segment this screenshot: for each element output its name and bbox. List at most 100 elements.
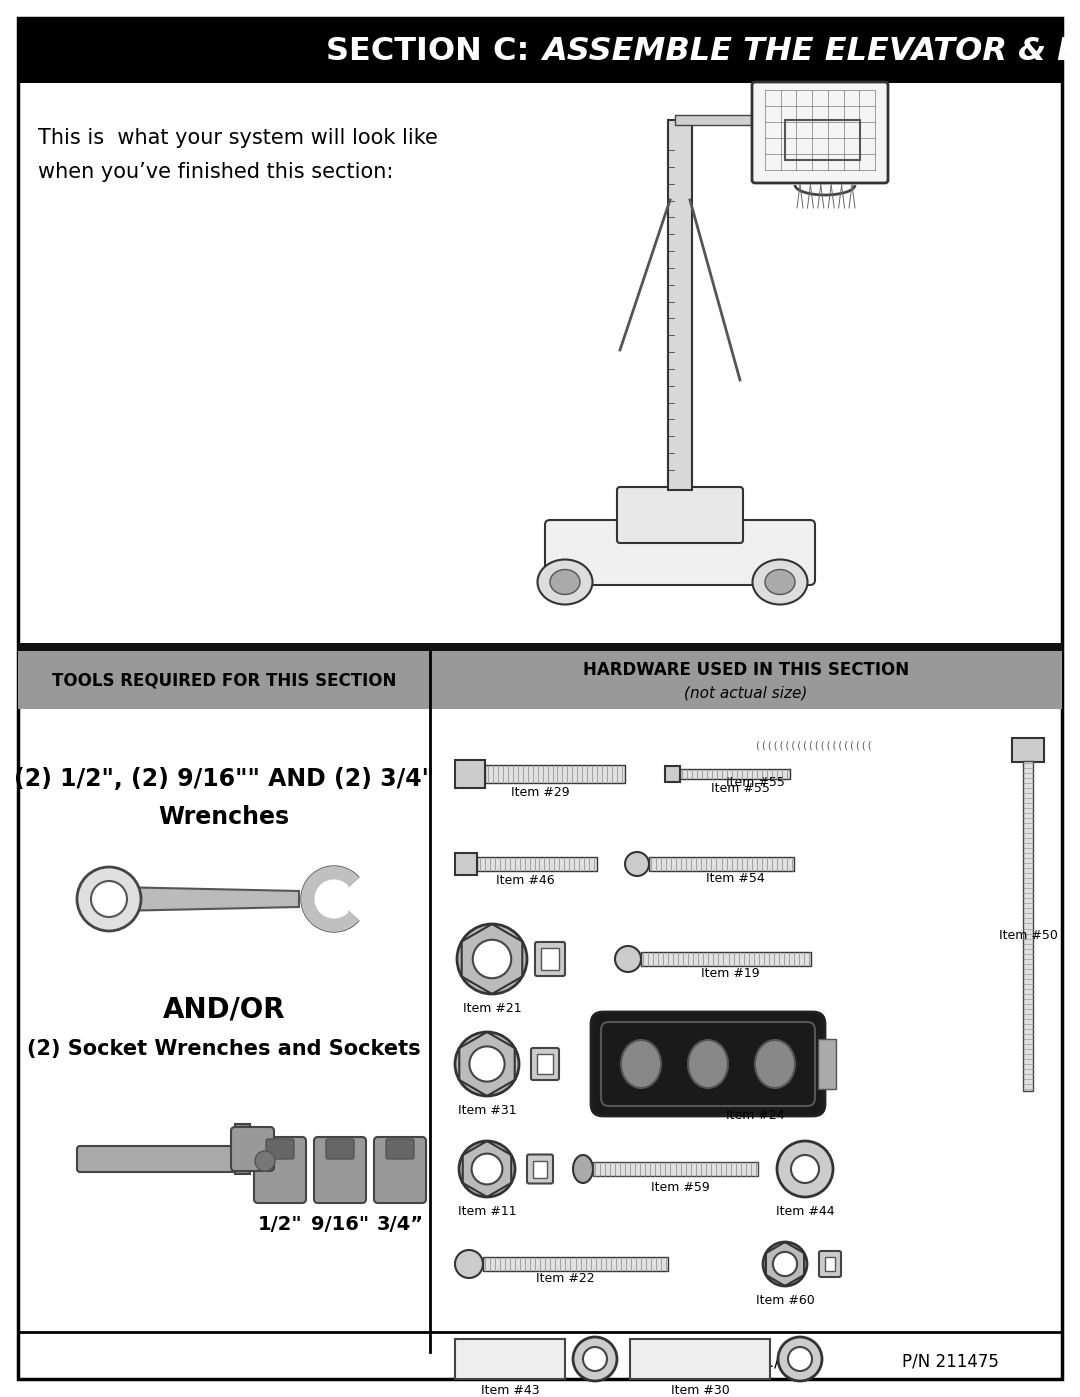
Point (694, 1168, 707, 1185)
Point (667, 260, 680, 277)
Bar (818, 1039, 836, 1090)
Point (667, 210, 680, 226)
Point (522, 757, 535, 774)
Point (758, 145, 771, 162)
Point (579, 1263, 592, 1280)
Point (662, 175, 675, 191)
Point (767, 943, 780, 960)
FancyBboxPatch shape (665, 766, 680, 782)
Point (726, 771, 739, 788)
Point (697, 957, 710, 974)
Point (1026, 810, 1039, 827)
Point (572, 848, 585, 865)
Point (1026, 985, 1039, 1002)
Point (791, 200, 804, 217)
Point (868, 130, 881, 147)
Point (1026, 1031, 1039, 1048)
Text: Item #46: Item #46 (496, 875, 554, 887)
Point (546, 757, 559, 774)
Point (804, 176, 816, 193)
Point (726, 760, 739, 777)
Point (715, 862, 728, 879)
Bar (785, 120, 860, 161)
Text: (2) Socket Wrenches and Sockets: (2) Socket Wrenches and Sockets (27, 1039, 421, 1059)
Point (1016, 880, 1029, 897)
Point (1026, 1006, 1039, 1023)
Point (604, 1168, 617, 1185)
Point (554, 1249, 567, 1266)
Point (599, 1263, 612, 1280)
Point (662, 327, 675, 344)
Point (781, 862, 794, 879)
Point (494, 1263, 507, 1280)
Point (548, 848, 561, 865)
Point (719, 1168, 732, 1185)
Point (734, 1168, 747, 1185)
Point (684, 1168, 697, 1185)
Point (700, 862, 713, 879)
Point (1026, 820, 1039, 837)
Point (1026, 1020, 1039, 1037)
Point (518, 848, 531, 865)
Point (827, 200, 840, 217)
Point (662, 158, 675, 175)
Point (1026, 956, 1039, 972)
Circle shape (77, 868, 141, 930)
Circle shape (583, 1347, 607, 1370)
Line: 2 pts: 2 pts (797, 184, 800, 208)
Point (491, 757, 504, 774)
Point (727, 943, 740, 960)
Point (685, 862, 698, 879)
Point (1016, 1070, 1029, 1087)
Point (549, 1263, 562, 1280)
Point (814, 176, 827, 193)
Point (797, 957, 810, 974)
Circle shape (457, 923, 527, 995)
Point (766, 848, 779, 865)
Point (509, 848, 522, 865)
Point (720, 848, 733, 865)
Point (1016, 764, 1029, 781)
Circle shape (573, 1337, 617, 1382)
Point (732, 943, 745, 960)
Point (654, 1249, 667, 1266)
Point (544, 1263, 557, 1280)
Point (781, 760, 794, 777)
Point (576, 774, 589, 791)
Point (575, 1249, 588, 1266)
Point (561, 757, 573, 774)
Circle shape (773, 1252, 797, 1275)
Point (756, 771, 769, 788)
Point (740, 848, 753, 865)
Point (594, 1154, 607, 1171)
Point (585, 757, 598, 774)
Point (696, 771, 708, 788)
Point (789, 81, 802, 98)
Point (1016, 820, 1029, 837)
Point (758, 130, 771, 147)
FancyBboxPatch shape (455, 854, 477, 875)
Point (740, 1168, 753, 1185)
Point (604, 1249, 617, 1266)
Point (657, 943, 670, 960)
Point (775, 771, 788, 788)
Point (662, 427, 675, 444)
Point (473, 848, 486, 865)
Point (710, 862, 723, 879)
Point (793, 943, 806, 960)
Point (488, 1249, 501, 1266)
Point (675, 760, 688, 777)
Bar (642, 951, 811, 965)
Point (1026, 770, 1039, 787)
Point (704, 1154, 717, 1171)
Point (534, 848, 546, 865)
Point (569, 1263, 582, 1280)
FancyBboxPatch shape (386, 1139, 414, 1160)
Point (503, 862, 516, 879)
Point (687, 943, 700, 960)
Point (488, 848, 501, 865)
Point (680, 760, 693, 777)
Point (624, 1249, 637, 1266)
Point (585, 774, 598, 791)
Point (720, 771, 733, 788)
